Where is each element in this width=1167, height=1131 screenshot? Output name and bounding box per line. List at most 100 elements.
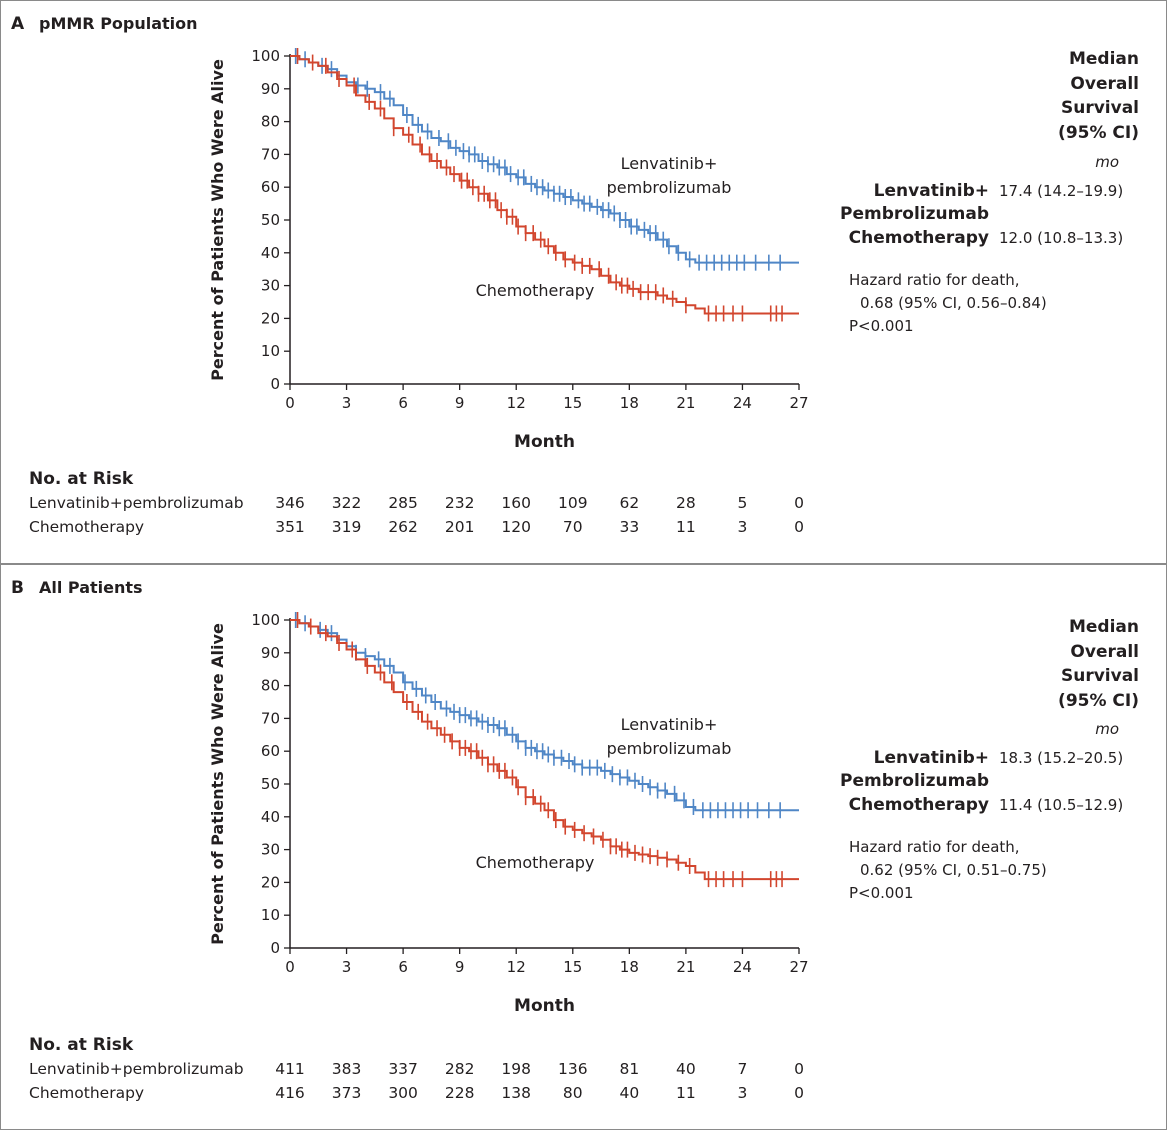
panel-letter: A — [11, 14, 25, 34]
panel-title: B All Patients — [11, 578, 143, 598]
risk-count: 282 — [444, 1060, 475, 1078]
legend-row-lenvatinib: Lenvatinib+ 18.3 (15.2–20.5) — [873, 748, 1124, 768]
x-tick-label: 15 — [563, 958, 582, 976]
x-tick-label: 24 — [733, 958, 752, 976]
y-tick-label: 100 — [251, 47, 280, 65]
chemotherapy-curve-label: Chemotherapy — [476, 853, 595, 872]
risk-count: 0 — [794, 1060, 804, 1078]
y-tick-label: 70 — [261, 145, 280, 163]
y-tick-label: 30 — [261, 841, 280, 859]
panel-b: B All Patients 0 10 20 30 40 50 60 70 80 90 100 0 3 6 9… — [0, 564, 1167, 1130]
risk-count: 40 — [676, 1060, 696, 1078]
risk-count: 262 — [388, 518, 418, 536]
x-tick-label: 15 — [563, 394, 582, 412]
y-tick-label: 0 — [270, 939, 280, 957]
risk-count: 138 — [501, 1084, 532, 1102]
x-tick-label: 6 — [398, 958, 408, 976]
x-tick-label: 0 — [285, 958, 295, 976]
risk-count: 0 — [794, 518, 804, 536]
risk-count: 81 — [619, 1060, 640, 1078]
risk-title: No. at Risk — [29, 469, 134, 489]
x-axis-title: Month — [514, 432, 575, 452]
risk-row-lenvatinib: Lenvatinib+pembrolizumab 346 322 285 232 160… — [29, 494, 829, 516]
risk-count: 285 — [388, 494, 418, 512]
risk-count: 416 — [275, 1084, 305, 1102]
risk-count: 198 — [501, 1060, 532, 1078]
risk-count: 0 — [794, 494, 804, 512]
legend-row-chemotherapy: Chemotherapy 11.4 (10.5–12.9) — [848, 795, 1124, 815]
x-tick-label: 6 — [398, 394, 408, 412]
chemotherapy-curve — [290, 55, 799, 315]
lenvatinib-curve-label: Lenvatinib+ — [621, 715, 718, 734]
legend-heading: Median Overall Survival (95% CI) — [1058, 49, 1139, 143]
legend-row-pembrolizumab: Pembrolizumab — [840, 204, 989, 224]
legend-row-pembrolizumab: Pembrolizumab — [840, 771, 989, 791]
risk-count: 160 — [501, 494, 532, 512]
chemotherapy-curve-label: Chemotherapy — [476, 281, 595, 300]
risk-count: 7 — [737, 1060, 748, 1078]
x-tick-label: 3 — [342, 958, 352, 976]
y-tick-label: 60 — [261, 742, 280, 760]
risk-count: 0 — [794, 1084, 804, 1102]
panel-letter: B — [11, 578, 24, 598]
legend-unit: mo — [1095, 153, 1119, 171]
lenvatinib-curve-label: pembrolizumab — [607, 178, 732, 197]
x-tick-label: 12 — [507, 958, 526, 976]
risk-count: 11 — [676, 518, 696, 536]
risk-count: 40 — [619, 1084, 640, 1102]
risk-row-label: Chemotherapy — [29, 518, 145, 536]
y-tick-label: 50 — [261, 211, 280, 229]
risk-count: 337 — [388, 1060, 418, 1078]
risk-count: 232 — [444, 494, 475, 512]
legend-heading: Median Overall Survival (95% CI) — [1058, 617, 1139, 711]
legend-unit: mo — [1095, 720, 1119, 738]
risk-count: 3 — [737, 1084, 748, 1102]
x-tick-label: 27 — [789, 394, 808, 412]
y-tick-label: 90 — [261, 80, 280, 98]
panel-subtitle: pMMR Population — [39, 14, 198, 33]
risk-count: 373 — [331, 1084, 362, 1102]
x-tick-label: 3 — [342, 394, 352, 412]
risk-count: 346 — [275, 494, 305, 512]
x-tick-label: 9 — [455, 958, 465, 976]
y-tick-label: 80 — [261, 113, 280, 131]
y-tick-label: 100 — [251, 611, 280, 629]
legend-row-chemotherapy: Chemotherapy 12.0 (10.8–13.3) — [848, 228, 1124, 248]
risk-count: 109 — [557, 494, 588, 512]
risk-count: 322 — [331, 494, 362, 512]
risk-count: 70 — [562, 518, 583, 536]
y-tick-label: 20 — [261, 309, 280, 327]
panel-subtitle: All Patients — [39, 578, 143, 597]
risk-count: 411 — [275, 1060, 305, 1078]
risk-row-chemotherapy: Chemotherapy 416 373 300 228 138 80 40 11 3 0 — [29, 1084, 829, 1106]
risk-count: 300 — [388, 1084, 418, 1102]
x-tick-label: 24 — [733, 394, 752, 412]
y-tick-label: 30 — [261, 277, 280, 295]
risk-row-chemotherapy: Chemotherapy 351 319 262 201 120 70 33 11 3 0 — [29, 518, 829, 540]
risk-count: 11 — [676, 1084, 696, 1102]
risk-count: 28 — [676, 494, 696, 512]
x-axis-title: Month — [514, 996, 575, 1016]
risk-count: 351 — [275, 518, 305, 536]
y-axis-title: Percent of Patients Who Were Alive — [208, 623, 227, 945]
y-tick-label: 60 — [261, 178, 280, 196]
y-tick-label: 0 — [270, 375, 280, 393]
lenvatinib-curve-label: pembrolizumab — [607, 739, 732, 758]
risk-count: 3 — [737, 518, 748, 536]
km-chart: 0 10 20 30 40 50 60 70 80 90 100 0 3 6 9 12 15 18 21 24 27 Mo… — [208, 47, 809, 452]
chemotherapy-curve — [290, 619, 799, 881]
y-tick-label: 70 — [261, 709, 280, 727]
risk-row-label: Chemotherapy — [29, 1084, 145, 1102]
x-tick-label: 18 — [620, 958, 639, 976]
risk-count: 80 — [562, 1084, 583, 1102]
x-tick-label: 12 — [507, 394, 526, 412]
y-tick-label: 10 — [261, 906, 280, 924]
x-tick-label: 9 — [455, 394, 465, 412]
risk-count: 33 — [619, 518, 640, 536]
lenvatinib-curve-label: Lenvatinib+ — [621, 154, 718, 173]
y-tick-label: 40 — [261, 808, 280, 826]
hazard-ratio-text: Hazard ratio for death, 0.62 (95% CI, 0.… — [849, 838, 1047, 902]
y-tick-label: 50 — [261, 775, 280, 793]
